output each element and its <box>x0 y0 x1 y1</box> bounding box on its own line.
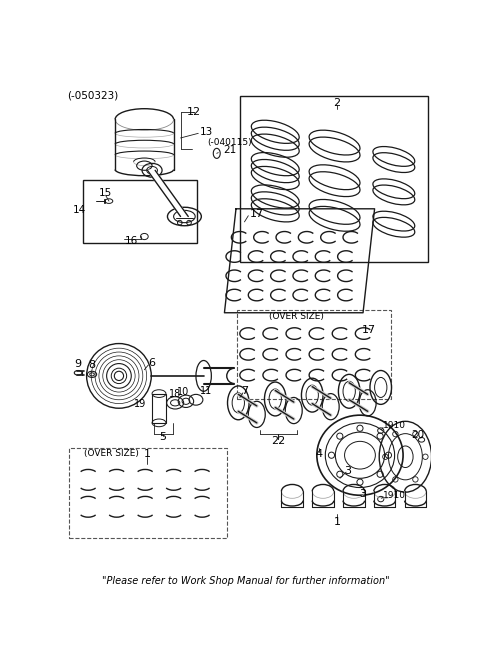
Text: 3: 3 <box>360 489 367 498</box>
Text: "Please refer to Work Shop Manual for further information": "Please refer to Work Shop Manual for fu… <box>102 576 390 586</box>
Text: (-050323): (-050323) <box>67 90 119 100</box>
Bar <box>240 97 428 262</box>
Text: 14: 14 <box>73 205 86 215</box>
Bar <box>152 394 166 423</box>
Text: 20: 20 <box>411 430 425 440</box>
Text: 2: 2 <box>333 97 340 107</box>
Polygon shape <box>147 170 188 216</box>
Text: 4: 4 <box>315 449 323 459</box>
Text: (OVER SIZE): (OVER SIZE) <box>269 312 324 321</box>
Text: 17: 17 <box>250 209 264 219</box>
Text: 19: 19 <box>133 399 146 409</box>
Bar <box>69 448 227 538</box>
Text: 1910: 1910 <box>383 422 406 430</box>
Text: 18: 18 <box>169 389 181 399</box>
Text: 1: 1 <box>333 517 340 527</box>
Text: 15: 15 <box>99 189 112 199</box>
Text: (-040115): (-040115) <box>207 138 252 147</box>
Text: 1: 1 <box>144 449 151 459</box>
Bar <box>237 310 391 399</box>
Text: 3: 3 <box>344 465 351 475</box>
Text: 13: 13 <box>199 127 213 137</box>
Text: 21: 21 <box>223 144 236 154</box>
Text: 10: 10 <box>177 387 189 397</box>
Text: 16: 16 <box>124 236 138 246</box>
Text: (OVER SIZE): (OVER SIZE) <box>84 449 139 458</box>
Text: 6: 6 <box>149 357 156 368</box>
Text: 7: 7 <box>241 387 248 397</box>
Bar <box>83 179 197 243</box>
Text: 5: 5 <box>159 432 167 442</box>
Text: 17: 17 <box>361 324 376 335</box>
Text: 1910: 1910 <box>383 491 406 500</box>
Text: 8: 8 <box>88 360 96 370</box>
Text: 11: 11 <box>200 387 212 397</box>
Text: 22: 22 <box>271 436 286 446</box>
Text: 9: 9 <box>74 359 82 369</box>
Text: 12: 12 <box>187 107 201 117</box>
